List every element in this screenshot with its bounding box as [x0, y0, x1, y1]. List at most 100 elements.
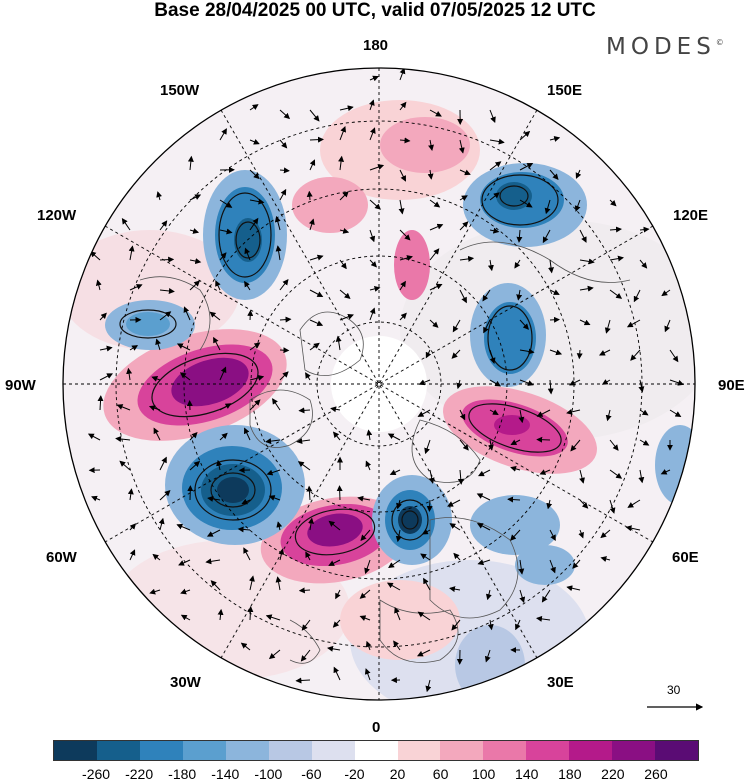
copyright-mark: ©	[715, 38, 724, 47]
wind-vector	[639, 409, 649, 416]
wind-vector	[489, 192, 500, 201]
wind-vector	[339, 125, 347, 141]
wind-vector	[519, 589, 526, 604]
wind-vector	[180, 588, 191, 595]
wind-vector	[309, 254, 324, 261]
wind-vector	[249, 399, 261, 411]
wind-vector	[308, 218, 315, 231]
negative-anomalies	[105, 163, 695, 700]
wind-vector	[449, 586, 461, 593]
wind-vector	[209, 311, 221, 321]
wind-vector	[265, 614, 281, 621]
wind-vector	[128, 245, 135, 261]
wind-vector	[661, 289, 671, 297]
wind-vector	[638, 379, 645, 393]
wind-vector	[423, 577, 431, 591]
wind-vector	[119, 460, 131, 471]
wind-vector	[609, 226, 622, 233]
wind-vector	[179, 372, 191, 381]
wind-vector	[368, 99, 375, 111]
colorbar-swatch	[483, 741, 527, 760]
wind-vector	[237, 526, 251, 533]
wind-vector	[339, 313, 354, 321]
wind-vector	[309, 159, 316, 171]
wind-vector	[489, 161, 502, 171]
wind-vector	[300, 649, 311, 662]
wind-vector	[366, 429, 373, 441]
wind-vector	[129, 284, 143, 291]
wind-vector	[332, 619, 341, 628]
wind-vector	[579, 285, 594, 292]
colorbar-tick-label: 140	[515, 766, 539, 782]
wind-vector	[487, 259, 494, 272]
wind-vector	[369, 75, 379, 82]
wind-vector	[570, 439, 581, 452]
wind-vector	[536, 409, 551, 417]
wind-vector	[519, 130, 531, 141]
wind-vector	[333, 666, 341, 681]
wind-vector	[148, 405, 161, 411]
wind-vector	[151, 376, 161, 382]
wind-vector	[536, 436, 551, 443]
wind-vector	[189, 431, 198, 441]
colorbar-swatch	[311, 741, 355, 760]
colorbar-tick-label: -220	[125, 766, 154, 782]
wind-vector	[219, 366, 227, 381]
wind-vector	[339, 289, 351, 299]
wind-vector	[365, 640, 372, 651]
colorbar-tick-label: 260	[644, 766, 668, 782]
wind-vector	[600, 529, 611, 539]
wind-vector	[549, 349, 563, 356]
wind-vector	[457, 469, 464, 485]
wind-vector	[549, 136, 561, 142]
wind-vector	[428, 139, 434, 151]
wind-vector	[566, 585, 581, 592]
wind-vector	[244, 247, 251, 261]
wind-vector	[426, 499, 433, 512]
wind-vector	[429, 109, 442, 117]
lon-label-180: 180	[363, 37, 389, 54]
wind-vector	[121, 217, 131, 231]
wind-vector	[243, 427, 251, 441]
colorbar-tick-label: -260	[82, 766, 111, 782]
wind-vector	[539, 469, 551, 475]
lon-label-30e: 30E	[547, 674, 574, 691]
wind-vector	[364, 559, 371, 575]
wind-vector	[609, 255, 624, 262]
colorbar-swatch	[569, 741, 613, 760]
wind-vector	[510, 465, 521, 472]
wind-vector	[449, 523, 461, 531]
wind-vector	[149, 588, 161, 595]
wind-vector	[279, 139, 288, 149]
wind-vector	[279, 188, 287, 201]
wind-vector	[399, 68, 406, 81]
wind-vector	[91, 495, 101, 502]
wind-vector	[459, 289, 467, 304]
wind-vector	[308, 517, 314, 531]
colorbar-tick-label: -60	[301, 766, 322, 782]
colorbar-tick-label: 180	[558, 766, 582, 782]
wind-vector	[669, 379, 685, 386]
colorbar-tick-label: 60	[432, 766, 449, 782]
wind-vector	[626, 319, 641, 328]
wind-vector	[579, 319, 591, 326]
wind-vector	[357, 495, 371, 502]
wind-vector	[459, 255, 475, 262]
wind-vector	[365, 460, 372, 471]
wind-vector	[483, 319, 491, 334]
wind-vector	[339, 105, 354, 112]
wind-vector	[625, 525, 641, 532]
wind-vector	[275, 576, 282, 591]
colorbar-tick-label: -20	[344, 766, 365, 782]
wind-vector	[180, 614, 191, 621]
wind-vector	[369, 164, 385, 171]
wind-vector	[549, 169, 559, 180]
wind-vector	[309, 136, 324, 143]
wind-vector	[542, 229, 551, 244]
wind-vector	[205, 558, 221, 565]
wind-vector	[420, 553, 431, 561]
wind-vector	[638, 469, 645, 484]
wind-vector	[633, 289, 641, 303]
wind-vector	[536, 615, 551, 622]
